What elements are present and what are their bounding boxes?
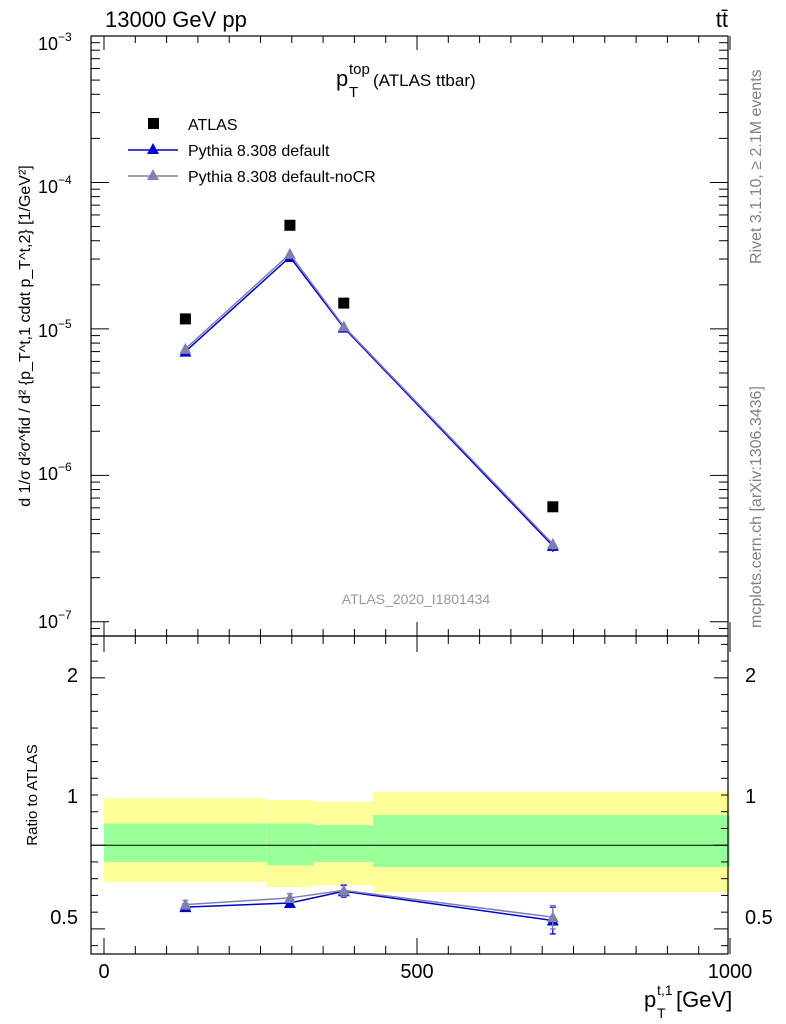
process-label: tt̄	[716, 7, 728, 32]
uncertainty-band-green	[313, 825, 374, 862]
ratio-series-layer	[179, 883, 559, 935]
ratio-ytick-05-left: 0.5	[50, 907, 78, 929]
legend-nocr-marker	[147, 169, 159, 180]
x-axis-label-main: p	[644, 987, 656, 1012]
ratio-line-default	[185, 890, 553, 922]
ratio-marker-nocr	[546, 911, 559, 923]
main-y-axis-label: d 1/σ d²σ^fid / d² {p_T^t,1 cdαt p_T^t,2…	[17, 165, 34, 506]
ratio-marker-nocr	[283, 891, 296, 903]
xtick-label-1000: 1000	[708, 961, 753, 983]
main-y-tick-labels: 10−3 10−4 10−5 10−6 10−7	[38, 30, 72, 632]
marker-atlas	[284, 219, 296, 231]
ratio-ytick-2-right: 2	[745, 665, 756, 687]
main-plot: p top T (ATLAS ttbar) ATLAS Pythia 8.308…	[17, 30, 731, 637]
ratio-ytick-05-right: 0.5	[745, 907, 773, 929]
ytick-label-1e-5: 10−5	[38, 317, 72, 341]
legend-default-marker	[147, 143, 159, 154]
ytick-label-1e-7: 10−7	[38, 608, 72, 632]
marker-nocr	[179, 342, 192, 354]
main-plot-frame	[90, 35, 729, 637]
series-line-nocr	[184, 252, 554, 545]
ytick-label-1e-3: 10−3	[38, 30, 72, 54]
x-axis-label-sup: t,1	[657, 982, 673, 998]
main-series-layer	[179, 219, 559, 552]
ratio-ytick-1-left: 1	[67, 786, 78, 808]
ratio-ytick-2-left: 2	[67, 665, 78, 687]
marker-atlas	[179, 313, 191, 325]
marker-nocr	[337, 320, 350, 332]
plot-title-sup: top	[349, 61, 370, 78]
ytick-label-1e-4: 10−4	[38, 173, 72, 197]
ratio-marker-nocr	[337, 884, 350, 896]
xtick-label-500: 500	[400, 961, 433, 983]
x-axis-label-sub: T	[657, 1005, 666, 1021]
energy-label: 13000 GeV pp	[105, 7, 247, 32]
x-axis-label-unit: [GeV]	[676, 987, 732, 1012]
legend-nocr-label: Pythia 8.308 default-noCR	[188, 169, 376, 186]
ratio-marker-nocr	[179, 898, 192, 910]
plot-title-rest: (ATLAS ttbar)	[373, 71, 476, 90]
plot-title-sub: T	[349, 84, 358, 101]
plot-title-main: p	[336, 66, 348, 91]
ytick-label-1e-6: 10−6	[38, 460, 72, 484]
series-line-default	[184, 255, 554, 547]
analysis-id: ATLAS_2020_I1801434	[342, 591, 491, 607]
ratio-bands-layer	[104, 791, 730, 893]
legend: ATLAS Pythia 8.308 default Pythia 8.308 …	[128, 117, 376, 186]
ratio-ticks	[91, 636, 731, 954]
ratio-y-axis-label: Ratio to ATLAS	[24, 744, 41, 845]
uncertainty-band-green	[373, 815, 730, 867]
legend-default-label: Pythia 8.308 default	[188, 143, 330, 160]
marker-nocr	[283, 247, 296, 259]
mcplots-label: mcplots.cern.ch [arXiv:1306.3436]	[748, 386, 765, 628]
ratio-plot-frame	[90, 635, 729, 955]
marker-atlas	[547, 501, 559, 513]
main-y-ticks	[91, 35, 731, 637]
rivet-label: Rivet 3.1.10, ≥ 2.1M events	[748, 69, 765, 264]
ratio-ytick-1-right: 1	[745, 786, 756, 808]
ratio-line-nocr	[185, 889, 553, 918]
x-axis-label: p t,1 T [GeV]	[644, 982, 732, 1021]
uncertainty-band-green	[104, 823, 267, 862]
xtick-label-0: 0	[98, 961, 109, 983]
legend-atlas-marker	[148, 118, 159, 129]
marker-atlas	[338, 297, 350, 309]
legend-atlas-label: ATLAS	[188, 117, 238, 134]
marker-nocr	[546, 537, 559, 549]
uncertainty-band-green	[266, 823, 314, 866]
ratio-plot: 2 1 0.5 2 1 0.5 0 500 1000 Ratio to ATLA…	[24, 635, 773, 1021]
plot-title: p top T (ATLAS ttbar)	[336, 61, 476, 101]
